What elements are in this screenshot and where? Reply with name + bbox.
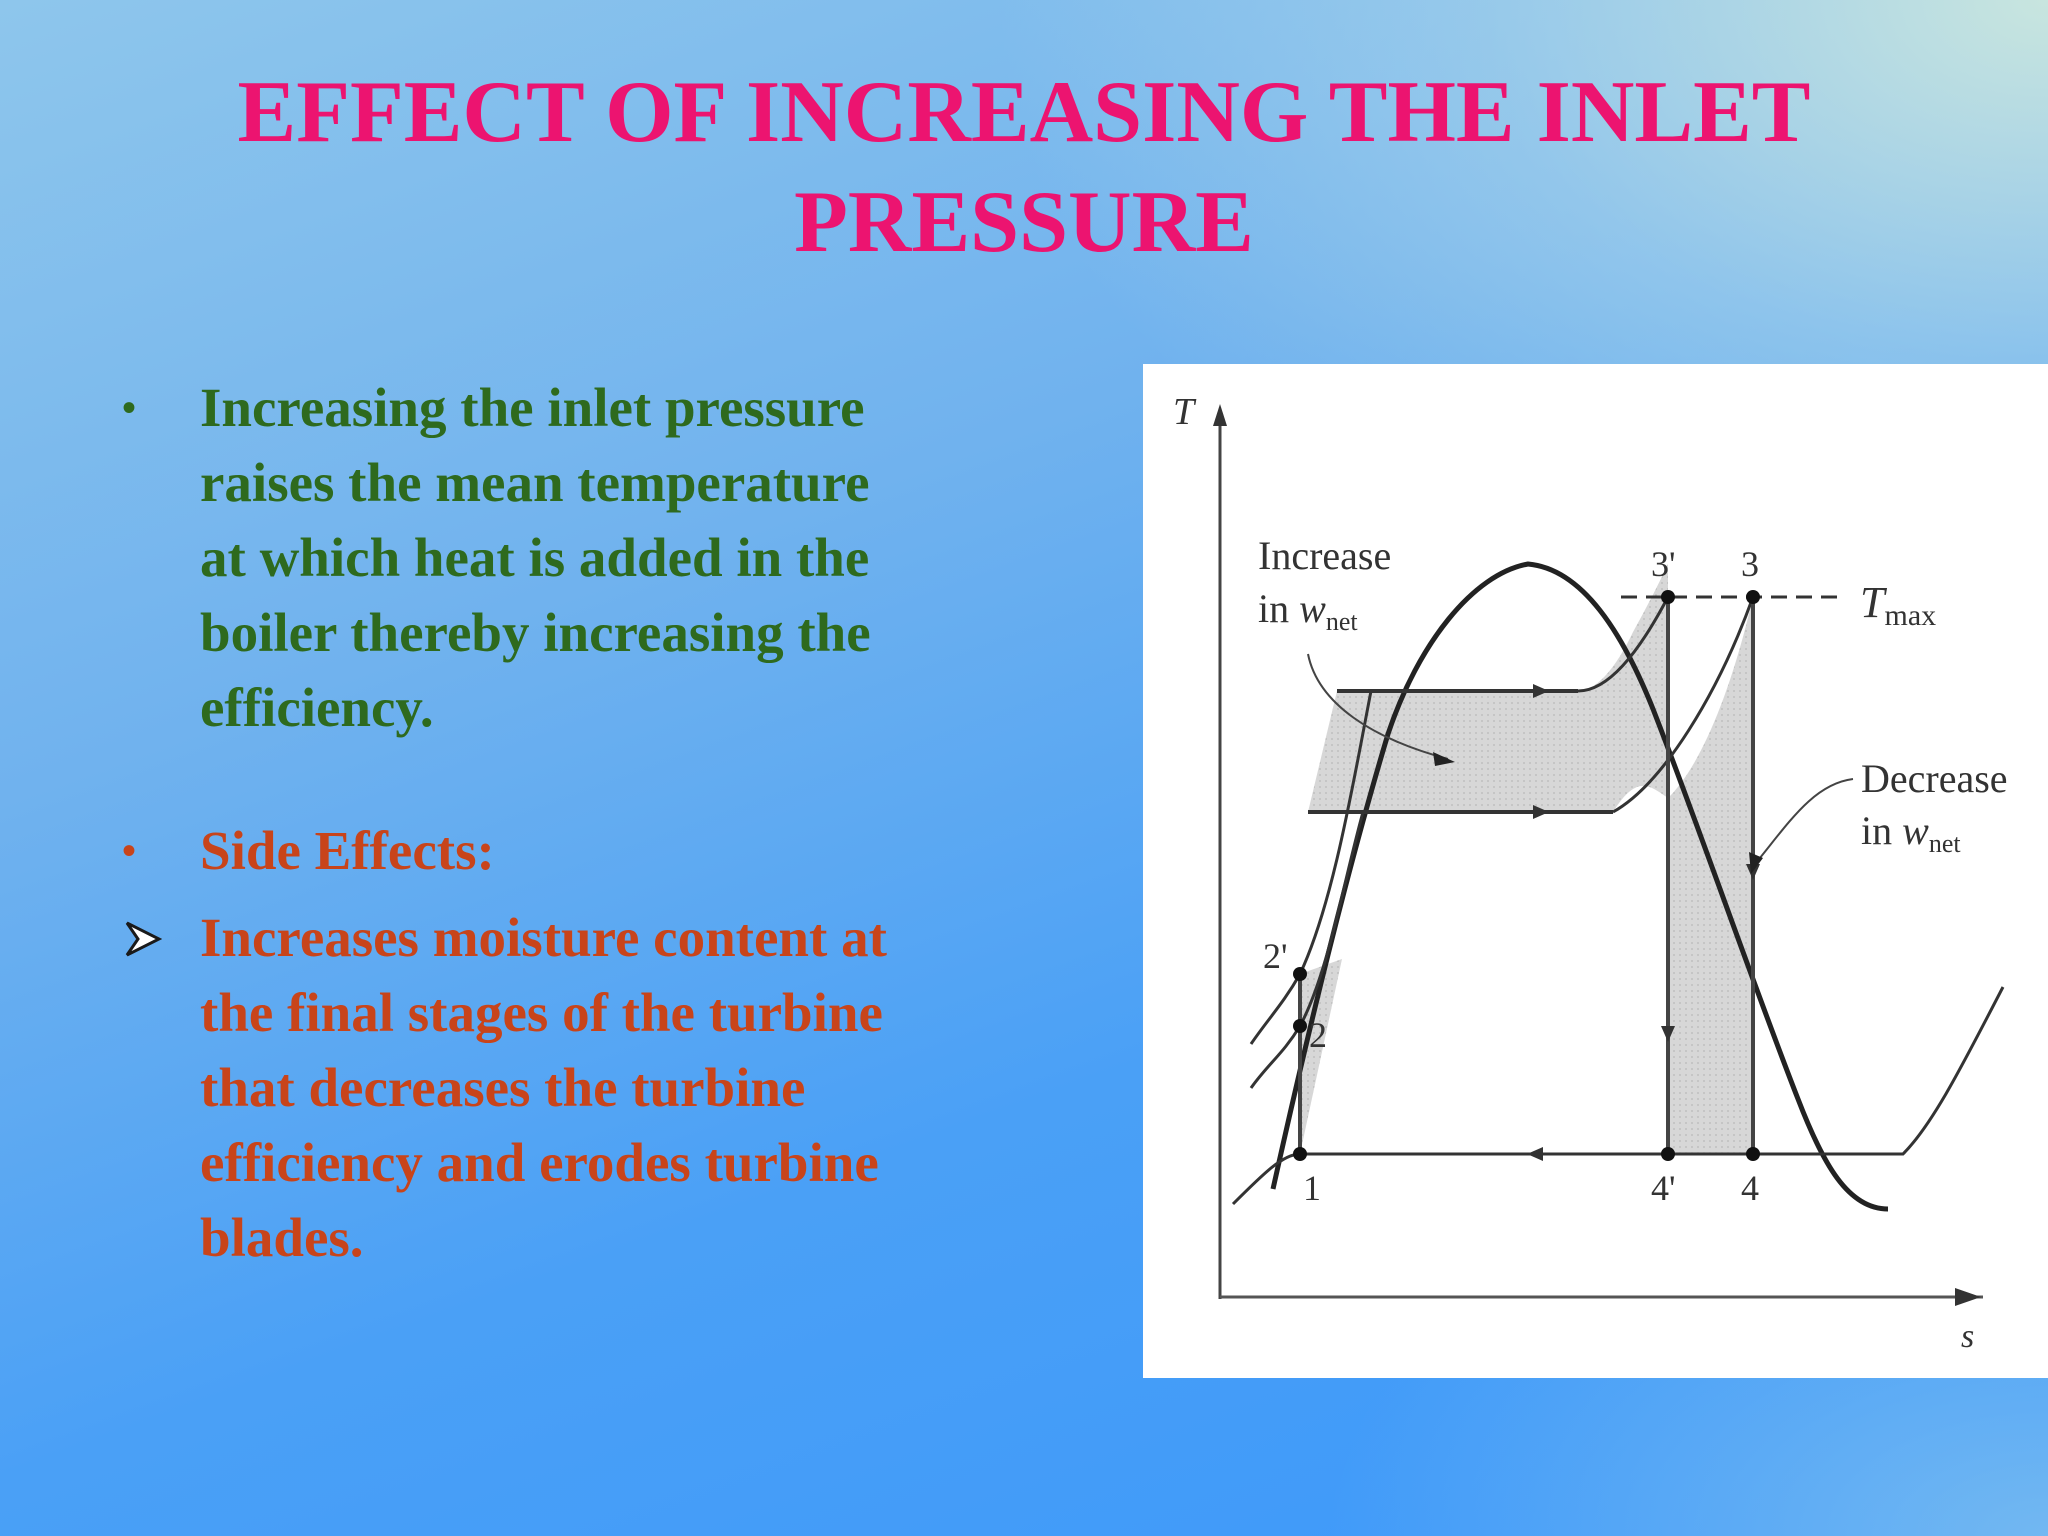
tmax-label: Tmax [1860, 578, 1936, 632]
decrease-label-line2: in wnet [1861, 808, 1961, 858]
state-point-2 [1293, 1019, 1307, 1033]
superheat-curve-3 [1612, 596, 1755, 814]
bullet-line: raises the mean temperature [200, 452, 870, 513]
point-label-3p: 3' [1651, 544, 1676, 584]
point-label-1: 1 [1303, 1168, 1321, 1208]
decrease-leader-arrow-icon [1749, 852, 1763, 874]
t-axis-arrow-icon [1213, 404, 1227, 426]
state-point-2p [1293, 967, 1307, 981]
bullet-line: at which heat is added in the [200, 527, 870, 588]
pressure-line-2 [1249, 811, 1365, 1089]
increase-label-line2: in wnet [1258, 586, 1358, 636]
title-line-2: PRESSURE [794, 174, 1254, 271]
bullet-line: efficiency and erodes turbine [200, 1132, 879, 1193]
pump-sliver-region [1300, 959, 1342, 1154]
ts-diagram: T s Increase in wnet Decrease in wnet Tm… [1173, 391, 2008, 1355]
s-axis-label: s [1961, 1318, 1974, 1355]
increase-leader-line [1307, 653, 1449, 760]
decrease-label-line1: Decrease [1861, 756, 2008, 801]
bullet-list: • Increasing the inlet pressure raises t… [118, 370, 1038, 1275]
arrow-bullet-icon [125, 921, 162, 957]
s-axis-arrow-icon [1955, 1288, 1981, 1306]
bullet-dot-icon: • [122, 828, 137, 873]
t-axis-label: T [1173, 391, 1197, 433]
bullet-line: blades. [200, 1207, 364, 1268]
superheat-curve-3p [1577, 596, 1670, 693]
state-point-4 [1746, 1147, 1760, 1161]
low-pressure-line [1231, 986, 2005, 1206]
point-label-3: 3 [1741, 544, 1759, 584]
bullet-line: Increasing the inlet pressure [200, 377, 865, 438]
bullet-efficiency: • Increasing the inlet pressure raises t… [118, 370, 1038, 745]
state-point-3 [1746, 590, 1760, 604]
slide-title: EFFECT OF INCREASING THE INLET PRESSURE [100, 58, 1948, 278]
ts-diagram-figure: T s Increase in wnet Decrease in wnet Tm… [1143, 364, 2048, 1378]
arrow-boiler-low-icon [1533, 805, 1549, 819]
point-label-2p: 2' [1263, 936, 1288, 976]
bullet-line: efficiency. [200, 677, 434, 738]
bullet-line: Increases moisture content at [200, 907, 887, 968]
increase-leader-arrow-icon [1433, 752, 1455, 766]
pressure-line-2p [1249, 690, 1373, 1045]
arrow-condenser-icon [1527, 1147, 1543, 1161]
bullet-line: Side Effects: [200, 820, 495, 881]
point-label-4: 4 [1741, 1168, 1759, 1208]
increase-wnet-region [1308, 564, 1668, 812]
bullet-line: that decreases the turbine [200, 1057, 806, 1118]
bullet-side-effects: • Side Effects: [118, 813, 1038, 888]
decrease-wnet-region [1668, 597, 1753, 1154]
bullet-line: the final stages of the turbine [200, 982, 883, 1043]
bullet-moisture: Increases moisture content at the final … [118, 900, 1038, 1275]
title-line-1: EFFECT OF INCREASING THE INLET [237, 64, 1811, 161]
arrow-turbine-3p-icon [1661, 1026, 1675, 1042]
saturation-dome [1270, 561, 1889, 1212]
state-point-3p [1661, 590, 1675, 604]
state-point-1 [1293, 1147, 1307, 1161]
arrow-turbine-3-icon [1746, 864, 1760, 880]
bullet-line: boiler thereby increasing the [200, 602, 871, 663]
point-label-2: 2 [1309, 1015, 1327, 1055]
increase-label-line1: Increase [1258, 533, 1391, 578]
point-label-4p: 4' [1651, 1168, 1676, 1208]
arrow-boiler-high-icon [1533, 684, 1549, 698]
decrease-leader-line [1754, 778, 1854, 865]
bullet-dot-icon: • [122, 385, 137, 430]
state-point-4p [1661, 1147, 1675, 1161]
